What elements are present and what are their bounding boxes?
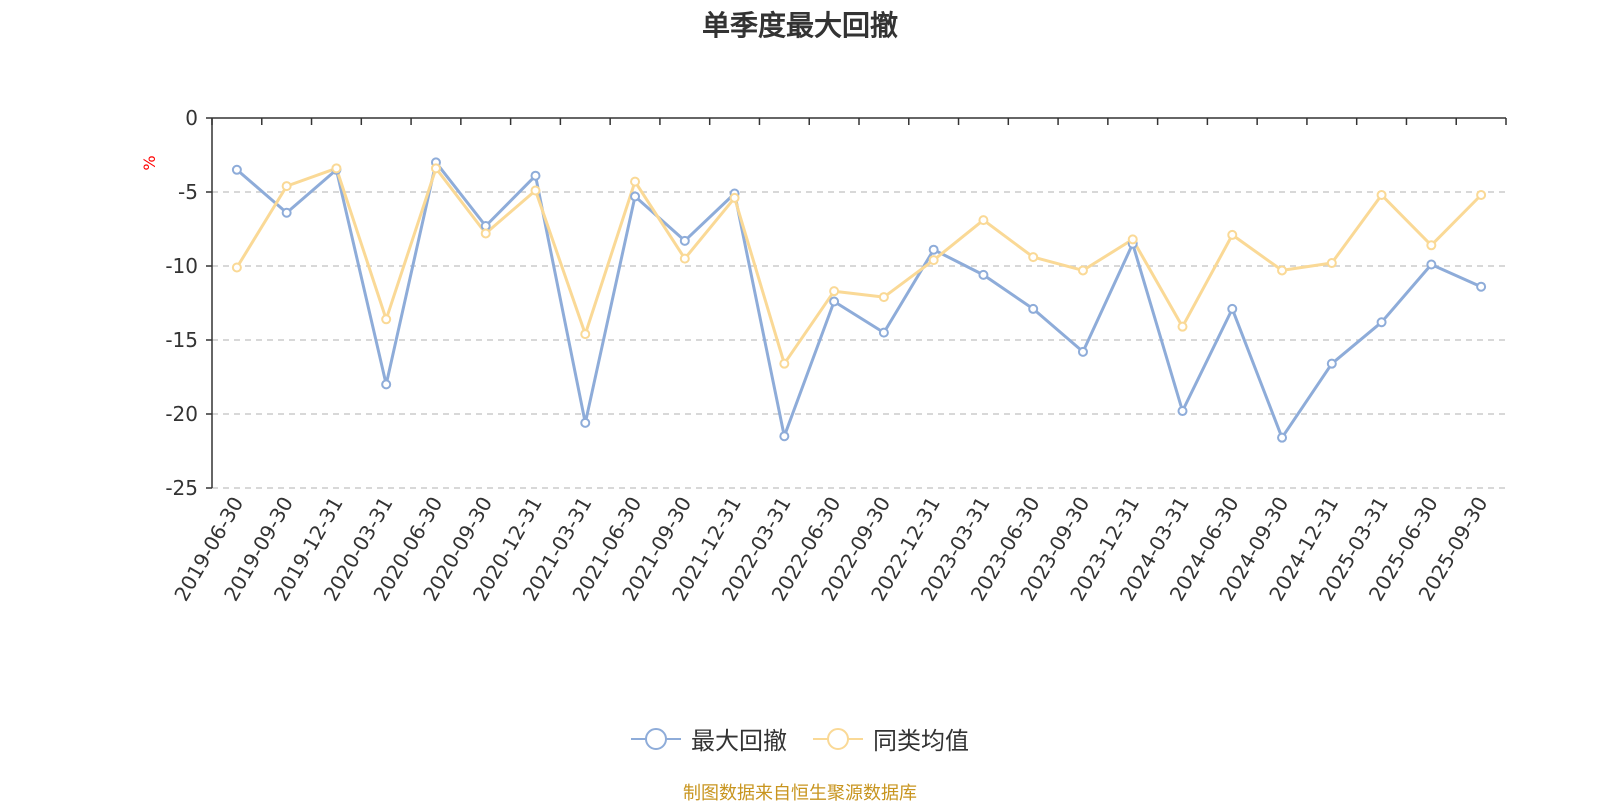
data-point[interactable] (580, 329, 591, 340)
data-point[interactable] (381, 314, 392, 325)
source-note: 制图数据来自恒生聚源数据库 (683, 783, 917, 804)
legend-label: 同类均值 (873, 727, 969, 755)
y-tick-label: -5 (178, 180, 198, 204)
data-point[interactable] (928, 244, 939, 255)
data-point[interactable] (231, 262, 242, 273)
data-point[interactable] (878, 292, 889, 303)
data-point[interactable] (1227, 303, 1238, 314)
series-line-2 (235, 166, 1483, 366)
chart-title: 单季度最大回撤 (701, 9, 898, 42)
data-point[interactable] (630, 176, 641, 187)
legend-item-series-2[interactable]: 同类均值 (813, 721, 969, 756)
legend-marker-icon (813, 727, 863, 750)
data-point[interactable] (1227, 229, 1238, 240)
data-point[interactable] (580, 417, 591, 428)
data-point[interactable] (530, 170, 541, 181)
data-point[interactable] (530, 185, 541, 196)
data-point[interactable] (1376, 189, 1387, 200)
series-line-1 (235, 160, 1482, 440)
y-tick-label: 0 (185, 106, 198, 130)
data-point[interactable] (679, 235, 690, 246)
data-point[interactable] (231, 164, 242, 175)
data-point[interactable] (1326, 358, 1337, 369)
data-point[interactable] (878, 327, 889, 338)
y-axis-label-group: % (140, 155, 159, 170)
series-lines (231, 157, 1487, 443)
data-point[interactable] (1077, 346, 1088, 357)
data-point[interactable] (779, 431, 790, 442)
y-tick-label: -10 (165, 254, 198, 278)
legend-item-series-1[interactable]: 最大回撤 (631, 721, 787, 756)
data-point[interactable] (1127, 234, 1138, 245)
y-axis-label: % (140, 155, 159, 170)
data-point[interactable] (1376, 317, 1387, 328)
data-point[interactable] (1177, 406, 1188, 417)
data-point[interactable] (1277, 265, 1288, 276)
data-point[interactable] (281, 207, 292, 218)
data-point[interactable] (1177, 321, 1188, 332)
data-point[interactable] (978, 215, 989, 226)
data-point[interactable] (1277, 432, 1288, 443)
y-tick-label: -15 (165, 328, 198, 352)
y-tick-label: -25 (165, 476, 198, 500)
data-point[interactable] (829, 286, 840, 297)
data-point[interactable] (1426, 259, 1437, 270)
data-point[interactable] (630, 191, 641, 202)
data-point[interactable] (1326, 258, 1337, 269)
data-point[interactable] (1028, 252, 1039, 263)
data-point[interactable] (1077, 265, 1088, 276)
data-point[interactable] (729, 192, 740, 203)
data-point[interactable] (381, 379, 392, 390)
data-point[interactable] (928, 255, 939, 266)
data-point[interactable] (779, 358, 790, 369)
y-tick-label: -20 (165, 402, 198, 426)
legend: 最大回撤 同类均值 (0, 721, 1600, 756)
data-point[interactable] (1028, 303, 1039, 314)
grid-lines (212, 191, 1506, 489)
legend-marker-icon (631, 727, 681, 750)
data-point[interactable] (331, 163, 342, 174)
data-point[interactable] (679, 253, 690, 264)
data-point[interactable] (1476, 281, 1487, 292)
legend-label: 最大回撤 (691, 727, 787, 755)
data-point[interactable] (1426, 240, 1437, 251)
data-point[interactable] (1476, 189, 1487, 200)
data-point[interactable] (480, 228, 491, 239)
data-point[interactable] (829, 296, 840, 307)
data-point[interactable] (281, 181, 292, 192)
data-point[interactable] (978, 269, 989, 280)
data-point[interactable] (430, 163, 441, 174)
axes: 0-5-10-15-20-252019-06-302019-09-302019-… (165, 106, 1507, 605)
